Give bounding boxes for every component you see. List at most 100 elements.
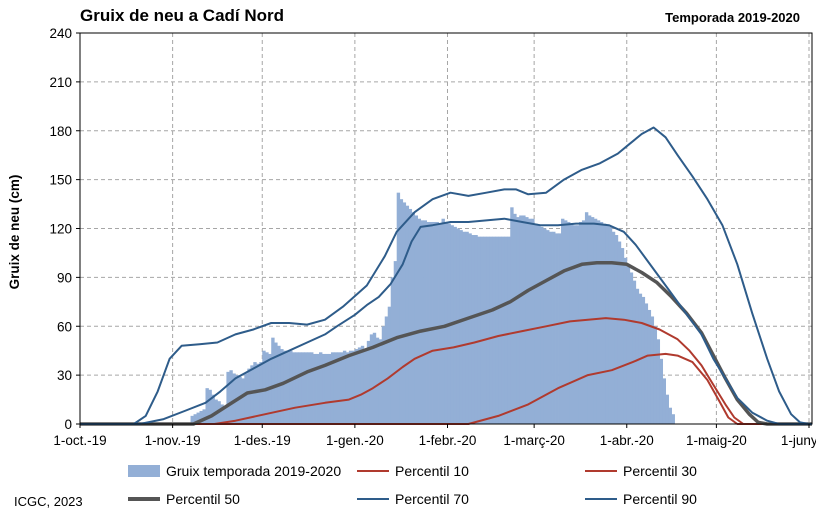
snow-bar — [584, 212, 589, 424]
snow-bar — [271, 337, 275, 424]
snow-bar — [292, 352, 296, 424]
percentile-30-line — [80, 317, 812, 425]
snow-bar — [561, 218, 565, 424]
snow-bar — [390, 277, 395, 424]
snow-bar — [199, 410, 203, 424]
snow-bar — [540, 226, 544, 424]
snow-bar — [519, 215, 523, 424]
snow-bar — [208, 389, 212, 424]
snow-bar — [322, 353, 326, 424]
snow-bar — [522, 215, 526, 424]
snow-bar — [510, 207, 514, 424]
snow-bar — [408, 208, 413, 424]
snow-bar — [656, 339, 661, 424]
snow-bar — [405, 205, 410, 424]
snow-bar — [363, 350, 368, 424]
axes: 0 30 60 90 120 150 180 210 240 1-oct.-19 1-nov.-19… — [49, 26, 816, 448]
snow-bar — [232, 373, 236, 424]
snow-bar — [635, 288, 640, 424]
snow-bar — [534, 223, 538, 424]
snow-bar — [605, 225, 610, 424]
snow-bar — [280, 349, 284, 424]
plot-frame — [79, 32, 813, 425]
x-tick-label: 1-juny-20 — [781, 433, 816, 448]
x-tick-label: 1-nov.-19 — [145, 433, 201, 448]
snow-bar — [319, 352, 323, 424]
snow-bar — [193, 414, 197, 424]
snow-bar — [429, 221, 433, 424]
snow-bar — [549, 231, 553, 424]
snow-bar — [653, 326, 658, 424]
snow-bar — [426, 221, 430, 424]
snow-bar — [558, 233, 562, 424]
snow-bar — [420, 220, 424, 424]
snow-bar — [555, 233, 559, 424]
snow-bar — [244, 373, 248, 424]
snow-bar — [617, 241, 622, 424]
snow-bar — [378, 339, 383, 424]
snow-bar — [623, 257, 628, 424]
snow-bar — [417, 218, 422, 424]
snow-bar — [348, 350, 353, 424]
snow-bar — [531, 218, 535, 424]
snow-bar — [360, 345, 365, 424]
snow-bar — [247, 368, 251, 424]
snow-bar — [369, 334, 374, 424]
snow-bar — [381, 326, 386, 424]
snow-bar — [223, 406, 227, 424]
snow-bar — [354, 349, 359, 424]
snow-bar — [537, 225, 541, 424]
snow-bar — [295, 352, 299, 424]
y-tick-label: 210 — [49, 75, 72, 90]
snow-depth-bars — [190, 192, 675, 424]
snow-bar — [226, 371, 230, 424]
snow-bar — [567, 221, 571, 424]
percentile-10-line — [80, 352, 812, 425]
snow-bar — [671, 414, 675, 424]
percentile-90-line — [80, 126, 812, 425]
snow-bar — [468, 233, 472, 424]
snow-bar — [575, 225, 580, 424]
snow-bar — [477, 236, 481, 424]
snow-bar — [552, 231, 556, 424]
snow-bar — [480, 236, 484, 424]
snow-bar — [495, 236, 499, 424]
snow-bar — [596, 220, 601, 424]
snow-bar — [313, 353, 317, 424]
y-tick-label: 240 — [49, 26, 72, 41]
snow-bar — [396, 192, 401, 424]
snow-bar — [202, 409, 206, 424]
snow-bar — [330, 352, 335, 424]
snow-bar — [342, 350, 347, 424]
snow-bar — [351, 350, 356, 424]
x-tick-label: 1-oct.-19 — [53, 433, 106, 448]
y-tick-label: 0 — [64, 417, 72, 432]
snow-bar — [444, 221, 448, 424]
season-label: Temporada 2019-2020 — [665, 10, 800, 25]
snow-bar — [274, 342, 278, 424]
snow-bar — [393, 261, 398, 424]
x-tick-label: 1-març-20 — [503, 433, 565, 448]
snow-bar — [298, 352, 302, 424]
snow-bar — [668, 407, 672, 424]
snow-bar — [546, 230, 550, 424]
snow-bar — [632, 280, 637, 424]
snow-bar — [471, 235, 475, 424]
snow-bar — [569, 223, 574, 424]
snow-bar — [190, 415, 194, 424]
snow-bar — [399, 199, 404, 424]
y-tick-label: 30 — [57, 368, 72, 383]
snow-bar — [357, 347, 362, 424]
snow-bar — [256, 363, 260, 424]
chart-title: Gruix de neu a Cadí Nord — [80, 6, 285, 25]
percentile-50-line — [80, 260, 812, 426]
snow-bar — [504, 236, 508, 424]
snow-bar — [304, 352, 308, 424]
snow-bar — [316, 353, 320, 424]
snow-bar — [411, 212, 416, 424]
snow-bar — [375, 337, 380, 424]
snow-bar — [301, 352, 305, 424]
y-tick-label: 120 — [49, 222, 72, 237]
snow-bar — [507, 236, 511, 424]
credit: ICGC, 2023 — [14, 494, 83, 509]
